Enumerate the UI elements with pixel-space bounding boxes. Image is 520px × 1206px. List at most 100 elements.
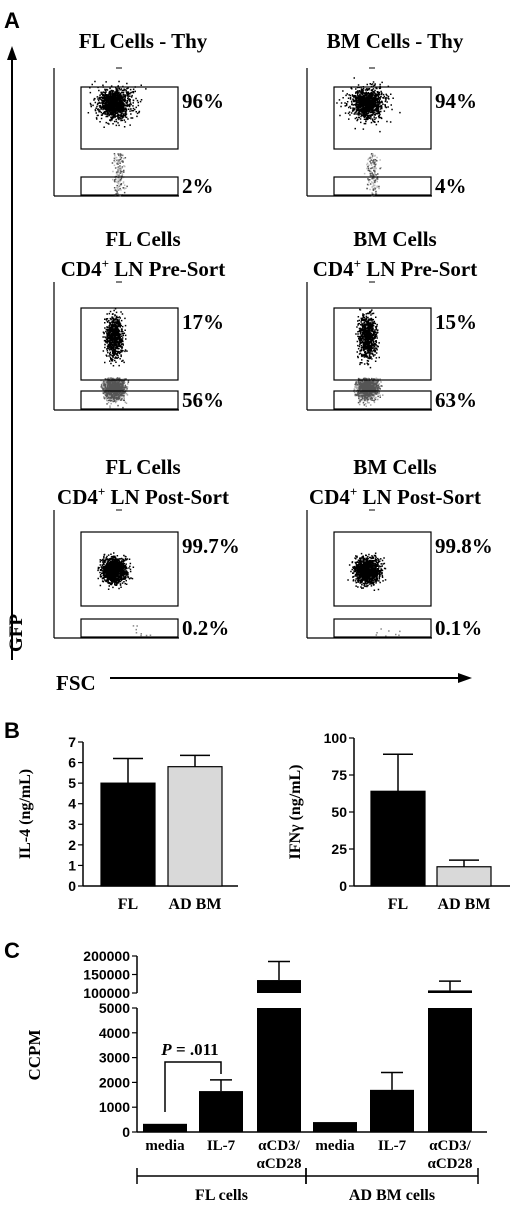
plot-title: BM Cells - Thy [327, 29, 464, 53]
x-tick-label: FL [388, 896, 408, 913]
plot-subtitle: CD4+ LN Post-Sort [309, 484, 481, 509]
plot-subtitle: CD4+ LN Pre-Sort [61, 256, 226, 281]
bar-lower-segment [257, 1008, 301, 1132]
bar [313, 1122, 357, 1132]
gfp-negative-gate [333, 618, 432, 638]
y-tick-label: 150000 [83, 967, 130, 983]
y-tick-label: 100000 [83, 985, 130, 1001]
x-tick-label: media [315, 1138, 355, 1154]
y-tick-label: 7 [68, 734, 76, 750]
y-tick-label: 2 [68, 837, 76, 853]
y-tick-label: 2000 [99, 1074, 130, 1090]
bar [167, 766, 223, 887]
panel-b: B 0 1 2 3 4 5 6 7 IL-4 (ng/mL) FL AD BM 0 25 50 75 100 IF… [4, 718, 510, 913]
flow-plot-1: FL Cells - Thy 96% 2% [53, 29, 224, 198]
flow-events [375, 628, 401, 637]
y-tick-label: 3000 [99, 1050, 130, 1066]
upper-gate-percent: 15% [435, 310, 477, 334]
upper-gate-percent: 96% [182, 89, 224, 113]
panel-label-a: A [4, 8, 20, 33]
x-tick-label: αCD28 [256, 1156, 301, 1172]
bar-upper-segment [428, 990, 472, 993]
y-tick-label: 6 [68, 755, 76, 771]
flow-plot-2: BM Cells - Thy 94% 4% [306, 29, 477, 198]
y-tick-label: 50 [331, 804, 347, 820]
plot-title: FL Cells [105, 227, 180, 251]
flow-plot-5: FL Cells CD4+ LN Post-Sort 99.7% 0.2% [53, 455, 240, 640]
y-tick-label: 200000 [83, 948, 130, 964]
y-tick-label: 100 [324, 730, 348, 746]
y-tick-label: 4 [68, 796, 76, 812]
flow-plot-6: BM Cells CD4+ LN Post-Sort 99.8% 0.1% [306, 455, 493, 640]
plot-title: BM Cells [353, 455, 436, 479]
panel-label-b: B [4, 718, 20, 743]
flow-events [363, 153, 382, 197]
fsc-arrowhead [458, 673, 472, 683]
bar [370, 1089, 414, 1132]
upper-gate-percent: 99.7% [182, 534, 240, 558]
flow-events [102, 308, 128, 367]
gfp-negative-gate [80, 618, 179, 638]
gfp-arrowhead [7, 46, 17, 60]
flow-events [132, 625, 152, 637]
flow-plot-3: FL Cells CD4+ LN Pre-Sort 17% 56% [53, 227, 226, 412]
flow-events [366, 153, 381, 197]
flow-events [87, 80, 147, 128]
plot-title: BM Cells [353, 227, 436, 251]
flow-events [97, 552, 135, 590]
p-value-annotation: P = .011 [160, 1040, 218, 1059]
upper-gate-percent: 17% [182, 310, 224, 334]
flow-events [100, 377, 130, 409]
flow-events [353, 377, 383, 406]
group-label: AD BM cells [349, 1187, 435, 1204]
bar [199, 1091, 243, 1132]
gfp-negative-gate [333, 176, 432, 196]
upper-gate-percent: 94% [435, 89, 477, 113]
y-tick-label: 1000 [99, 1099, 130, 1115]
fsc-axis-label: FSC [56, 671, 96, 695]
x-tick-label: IL-7 [378, 1138, 407, 1154]
y-tick-label: 5000 [99, 1000, 130, 1016]
gfp-positive-gate [333, 307, 432, 381]
bar-upper-segment [257, 980, 301, 993]
bar-lower-segment [428, 1008, 472, 1132]
panel-a: A GFP FSC FL Cells - Thy 96% 2% BM Cells - Thy… [4, 8, 493, 695]
plot-title: FL Cells [105, 455, 180, 479]
bar [370, 790, 426, 887]
x-tick-label: media [145, 1138, 185, 1154]
x-tick-label: AD BM [169, 896, 222, 913]
bar [100, 782, 156, 887]
x-tick-label: αCD28 [427, 1156, 472, 1172]
bar [143, 1123, 187, 1132]
y-axis-label: IFNγ (ng/mL) [287, 764, 304, 859]
y-tick-label: 0 [339, 878, 347, 894]
flow-events [336, 77, 401, 133]
y-tick-label: 4000 [99, 1025, 130, 1041]
lower-gate-percent: 0.2% [182, 616, 229, 640]
group-label: FL cells [195, 1187, 248, 1204]
plot-subtitle: CD4+ LN Pre-Sort [313, 256, 478, 281]
panel-label-c: C [4, 938, 20, 963]
gfp-positive-gate [333, 86, 432, 150]
y-axis-label: IL-4 (ng/mL) [17, 769, 34, 859]
plot-subtitle: CD4+ LN Post-Sort [57, 484, 229, 509]
gfp-positive-gate [80, 531, 179, 607]
x-tick-label: αCD3/ [429, 1138, 472, 1154]
lower-gate-percent: 2% [182, 174, 214, 198]
bar-chart: 0 1 2 3 4 5 6 7 IL-4 (ng/mL) FL AD BM [17, 734, 238, 913]
bar [436, 866, 492, 887]
gfp-negative-gate [80, 390, 179, 410]
gfp-positive-gate [333, 531, 432, 607]
x-tick-label: AD BM [438, 896, 491, 913]
flow-events [111, 153, 128, 197]
y-tick-label: 75 [331, 767, 347, 783]
flow-events [112, 153, 127, 197]
y-axis-label: CCPM [25, 1030, 44, 1081]
flow-events [355, 308, 380, 369]
gfp-positive-gate [80, 307, 179, 381]
gfp-axis-label: GFP [6, 614, 27, 652]
y-tick-label: 5 [68, 775, 76, 791]
